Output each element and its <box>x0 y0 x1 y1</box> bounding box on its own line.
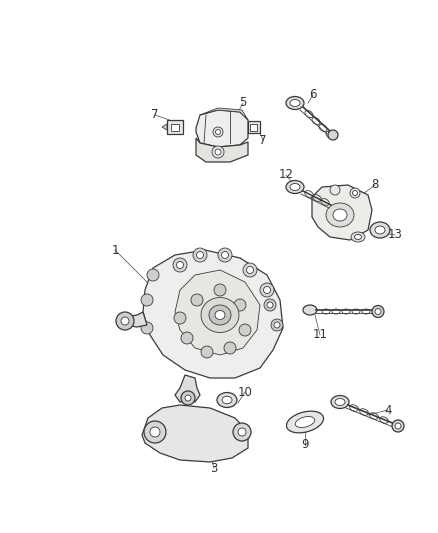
Polygon shape <box>125 312 147 327</box>
Polygon shape <box>312 185 372 240</box>
Circle shape <box>395 423 401 429</box>
Circle shape <box>372 305 384 318</box>
Ellipse shape <box>335 399 345 406</box>
Polygon shape <box>143 250 283 378</box>
Polygon shape <box>200 108 248 120</box>
Circle shape <box>215 149 221 155</box>
Circle shape <box>150 427 160 437</box>
Circle shape <box>181 332 193 344</box>
Bar <box>250 124 257 131</box>
Bar <box>167 120 183 134</box>
Circle shape <box>330 185 340 195</box>
Circle shape <box>328 130 338 140</box>
Circle shape <box>177 262 184 269</box>
Circle shape <box>201 346 213 358</box>
Ellipse shape <box>215 311 225 319</box>
Text: 6: 6 <box>309 88 317 101</box>
Ellipse shape <box>290 100 300 107</box>
Circle shape <box>375 309 381 314</box>
Circle shape <box>212 146 224 158</box>
Ellipse shape <box>333 209 347 221</box>
Ellipse shape <box>201 297 239 333</box>
Text: 1: 1 <box>111 244 119 256</box>
Text: 7: 7 <box>259 133 267 147</box>
Bar <box>248 121 260 133</box>
Circle shape <box>260 283 274 297</box>
Circle shape <box>181 391 195 405</box>
Ellipse shape <box>295 416 315 427</box>
Bar <box>171 124 179 131</box>
Circle shape <box>264 287 271 294</box>
Circle shape <box>121 317 129 325</box>
Polygon shape <box>196 110 248 147</box>
Ellipse shape <box>217 392 237 408</box>
Circle shape <box>353 190 357 196</box>
Circle shape <box>215 130 220 134</box>
Circle shape <box>197 252 204 259</box>
Text: 3: 3 <box>210 462 218 474</box>
Circle shape <box>193 248 207 262</box>
Circle shape <box>147 269 159 281</box>
Text: 9: 9 <box>301 439 309 451</box>
Circle shape <box>173 258 187 272</box>
Ellipse shape <box>209 305 231 325</box>
Circle shape <box>218 248 232 262</box>
Ellipse shape <box>303 305 317 315</box>
Text: 11: 11 <box>312 328 328 342</box>
Circle shape <box>116 312 134 330</box>
Circle shape <box>233 423 251 441</box>
Circle shape <box>274 322 280 328</box>
Circle shape <box>392 420 404 432</box>
Ellipse shape <box>375 226 385 234</box>
Polygon shape <box>196 138 248 162</box>
Circle shape <box>141 322 153 334</box>
Polygon shape <box>175 270 260 355</box>
Ellipse shape <box>326 203 354 227</box>
Text: 4: 4 <box>384 403 392 416</box>
Ellipse shape <box>370 222 390 238</box>
Circle shape <box>191 294 203 306</box>
Ellipse shape <box>286 411 324 433</box>
Text: 10: 10 <box>237 385 252 399</box>
Polygon shape <box>175 375 200 402</box>
Text: 7: 7 <box>151 109 159 122</box>
Ellipse shape <box>286 181 304 193</box>
Circle shape <box>247 266 254 273</box>
Circle shape <box>271 319 283 331</box>
Circle shape <box>174 312 186 324</box>
Circle shape <box>213 127 223 137</box>
Text: 5: 5 <box>239 96 247 109</box>
Ellipse shape <box>351 232 365 242</box>
Circle shape <box>350 188 360 198</box>
Circle shape <box>185 395 191 401</box>
Circle shape <box>239 324 251 336</box>
Circle shape <box>267 302 273 308</box>
Ellipse shape <box>331 395 349 408</box>
Circle shape <box>222 252 229 259</box>
Circle shape <box>264 299 276 311</box>
Circle shape <box>144 421 166 443</box>
Circle shape <box>238 428 246 436</box>
Circle shape <box>214 284 226 296</box>
Text: 12: 12 <box>279 168 293 182</box>
Ellipse shape <box>354 235 361 239</box>
Polygon shape <box>142 405 248 462</box>
Text: 8: 8 <box>371 179 379 191</box>
Ellipse shape <box>286 96 304 109</box>
Circle shape <box>243 263 257 277</box>
Circle shape <box>234 299 246 311</box>
Text: 13: 13 <box>388 229 403 241</box>
Ellipse shape <box>290 183 300 190</box>
Circle shape <box>224 342 236 354</box>
Circle shape <box>141 294 153 306</box>
Ellipse shape <box>222 396 232 404</box>
Polygon shape <box>162 124 167 130</box>
